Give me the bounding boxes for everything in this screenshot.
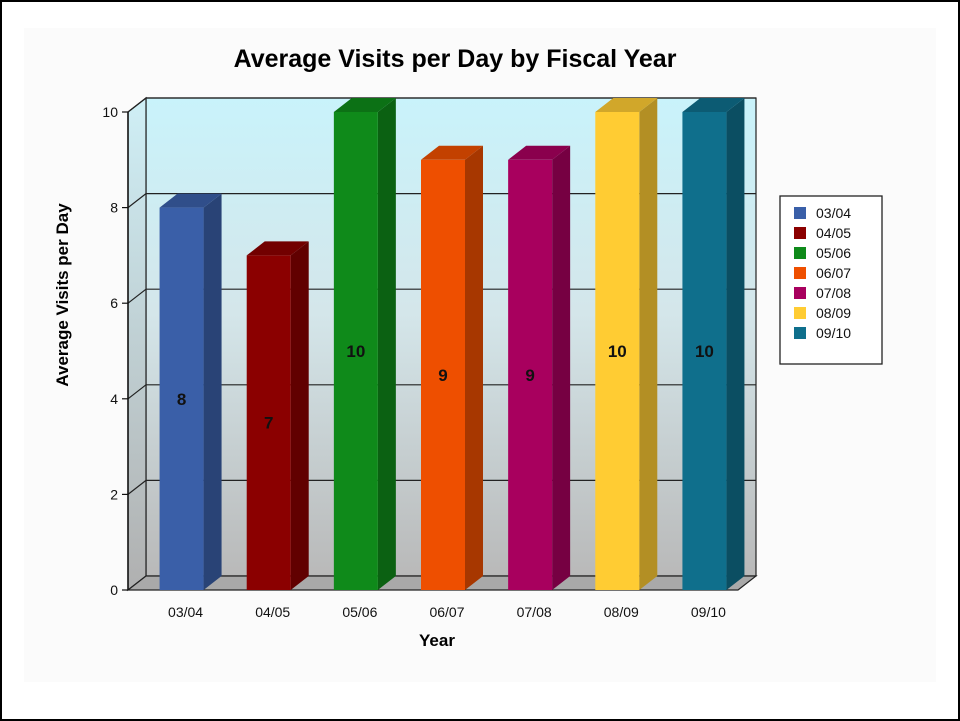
x-tick-label: 04/05 <box>255 604 290 620</box>
bar-side <box>290 241 309 590</box>
bar <box>246 255 291 590</box>
data-label: 10 <box>695 342 714 361</box>
data-label: 9 <box>525 366 534 385</box>
x-tick-label: 08/09 <box>604 604 639 620</box>
y-tick-label: 10 <box>102 104 118 120</box>
x-tick-label: 03/04 <box>168 604 203 620</box>
data-label: 10 <box>608 342 627 361</box>
bar-top <box>421 145 483 160</box>
bar-side <box>552 145 571 591</box>
legend-entry: 08/09 <box>816 305 851 321</box>
bar <box>682 112 727 590</box>
bar-side <box>377 98 396 590</box>
bar-top <box>246 241 309 256</box>
bar <box>421 159 465 591</box>
gridline <box>127 193 147 209</box>
y-tick-label: 8 <box>110 200 118 216</box>
gridline <box>127 288 147 304</box>
legend-swatch <box>794 227 806 239</box>
legend-swatch <box>794 327 806 339</box>
legend-entry: 09/10 <box>816 325 851 341</box>
legend-entry: 06/07 <box>816 265 851 281</box>
bar-top <box>159 193 222 208</box>
bar-side <box>726 98 745 590</box>
data-label: 9 <box>438 366 447 385</box>
bar-side <box>639 98 658 590</box>
legend-swatch <box>794 287 806 299</box>
legend-swatch <box>794 307 806 319</box>
legend-entry: 05/06 <box>816 245 851 261</box>
chart-title: Average Visits per Day by Fiscal Year <box>234 45 677 73</box>
gridline <box>127 97 147 113</box>
legend-swatch <box>794 247 806 259</box>
data-label: 7 <box>264 414 273 433</box>
y-tick-label: 6 <box>110 295 118 311</box>
x-tick-label: 09/10 <box>691 604 726 620</box>
bar <box>595 112 640 590</box>
data-label: 10 <box>346 342 365 361</box>
legend: 03/04 04/05 05/06 06/07 07/08 08/09 09/10 <box>779 195 883 365</box>
data-label: 8 <box>177 390 186 409</box>
x-axis-title: Year <box>419 631 455 650</box>
y-axis-title: Average Visits per Day <box>53 203 72 387</box>
legend-swatch <box>794 267 806 279</box>
plot-area: 0 2 4 6 8 10 8 03/04 7 04/05 10 05/06 9 06/07 9 07/08 10… <box>102 96 758 620</box>
x-tick-label: 06/07 <box>429 604 464 620</box>
legend-swatch <box>794 207 806 219</box>
bar-top <box>508 145 571 160</box>
bar-side <box>465 145 483 591</box>
bar-top <box>595 98 658 112</box>
bar <box>508 159 553 591</box>
y-tick-label: 4 <box>110 391 118 407</box>
gridline <box>127 479 147 495</box>
gridline <box>127 384 147 400</box>
y-tick-label: 0 <box>110 582 118 598</box>
x-tick-label: 05/06 <box>342 604 377 620</box>
legend-entry: 07/08 <box>816 285 851 301</box>
legend-entry: 04/05 <box>816 225 851 241</box>
bar <box>159 207 204 590</box>
bar <box>333 112 378 590</box>
bar-top <box>333 98 396 112</box>
y-tick-label: 2 <box>110 486 118 502</box>
x-tick-label: 07/08 <box>517 604 552 620</box>
legend-entry: 03/04 <box>816 205 851 221</box>
bar-top <box>682 98 745 112</box>
bar-side <box>203 193 222 590</box>
side-wall <box>127 96 147 592</box>
